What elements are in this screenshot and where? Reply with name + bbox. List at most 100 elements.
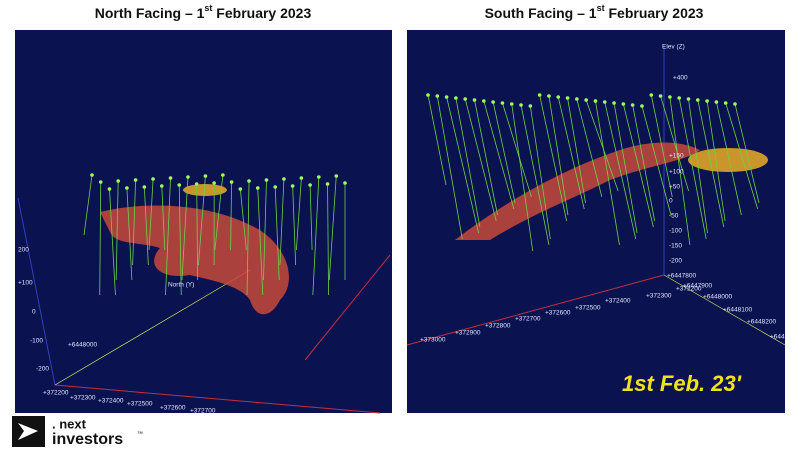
collar	[308, 183, 312, 187]
title-sup: st	[204, 3, 212, 13]
drill-hole	[263, 179, 267, 281]
axis-label: +372300	[646, 293, 672, 300]
axis-label: +372600	[160, 405, 186, 412]
orebody	[100, 205, 289, 315]
drill-hole	[99, 181, 102, 296]
axis-label: Elev (Z)	[662, 44, 685, 51]
drill-hole	[529, 105, 551, 240]
axis-label: +644	[770, 334, 785, 341]
logo-text: . next	[52, 416, 87, 431]
axis-label: +6448000	[703, 294, 732, 301]
axis-label: +372700	[190, 408, 216, 415]
drill-hole	[295, 177, 302, 251]
drill-hole	[734, 103, 760, 204]
axis-label: -200	[36, 366, 49, 373]
collar	[454, 96, 458, 100]
drill-hole	[669, 96, 691, 246]
panel-title: South Facing – 1st February 2023	[485, 3, 704, 20]
drill-hole	[161, 185, 166, 251]
drill-hole	[622, 103, 654, 228]
drill-hole	[436, 95, 463, 240]
title-lead: North Facing – 1	[95, 5, 205, 21]
axis-label: +372300	[70, 395, 96, 402]
logo-arrow	[18, 423, 38, 440]
drill-hole	[83, 174, 93, 236]
axis-label: +372200	[676, 286, 702, 293]
axis	[304, 254, 391, 361]
drill-hole	[132, 179, 137, 266]
collar	[426, 93, 430, 97]
drill-hole	[706, 100, 726, 222]
drill-hole	[725, 102, 759, 210]
axis-label: +100	[669, 169, 684, 176]
collar	[528, 104, 533, 108]
collar	[203, 174, 208, 178]
drill-hole	[688, 98, 708, 234]
drill-hole	[328, 175, 337, 281]
axis-label: +373000	[420, 337, 446, 344]
collar	[649, 93, 654, 97]
collar	[299, 176, 304, 180]
drill-hole	[327, 183, 329, 296]
axis-label: +100	[18, 280, 33, 287]
axis-label: +372700	[515, 316, 541, 323]
drill-hole	[492, 101, 516, 204]
drill-hole	[539, 94, 568, 222]
view-right	[407, 30, 785, 413]
drill-hole	[464, 98, 497, 222]
collar	[247, 179, 251, 183]
axis	[54, 269, 251, 386]
axis	[406, 274, 665, 346]
collar	[116, 179, 120, 183]
collar	[463, 97, 468, 101]
drill-hole	[650, 94, 673, 198]
collar	[575, 97, 579, 101]
collar	[444, 95, 449, 99]
scene-right	[406, 45, 786, 346]
collar	[212, 181, 216, 185]
collar	[159, 184, 164, 188]
drill-hole	[178, 184, 182, 296]
collar	[584, 98, 588, 102]
drill-hole	[181, 176, 189, 281]
collar	[290, 184, 295, 188]
axis-label: +372800	[485, 323, 511, 330]
axis-label: 0	[32, 309, 36, 316]
drill-hole	[678, 97, 707, 240]
drill-hole	[292, 185, 297, 266]
collar	[612, 101, 616, 105]
collar	[565, 96, 570, 100]
drill-hole	[502, 102, 532, 198]
drill-hole	[576, 98, 603, 198]
drill-hole	[446, 96, 479, 234]
scene-left	[17, 173, 391, 414]
drill-hole	[274, 186, 280, 281]
drill-hole	[198, 175, 206, 266]
drill-hole	[279, 178, 285, 266]
drill-hole	[632, 104, 656, 222]
logo-mark: ™	[137, 431, 143, 438]
title-rest: February 2023	[605, 5, 704, 21]
drill-hole	[511, 103, 534, 252]
collar	[723, 101, 728, 105]
collar	[630, 103, 635, 107]
drill-hole	[595, 100, 620, 246]
axis-label: 200	[18, 247, 29, 254]
axis-label: +372200	[43, 390, 69, 397]
collar	[334, 174, 339, 178]
drill-hole	[126, 187, 133, 281]
collar	[556, 95, 561, 99]
collar	[264, 178, 269, 182]
drill-hole	[309, 184, 313, 251]
axis-label: +400	[673, 75, 688, 82]
collar	[282, 177, 286, 181]
collar	[194, 182, 199, 186]
axis-label: +6448200	[747, 319, 776, 326]
collar	[677, 96, 681, 100]
axis-label: +372500	[575, 305, 601, 312]
drill-hole	[455, 97, 481, 228]
drill-hole	[214, 174, 224, 251]
drill-hole	[148, 178, 154, 251]
